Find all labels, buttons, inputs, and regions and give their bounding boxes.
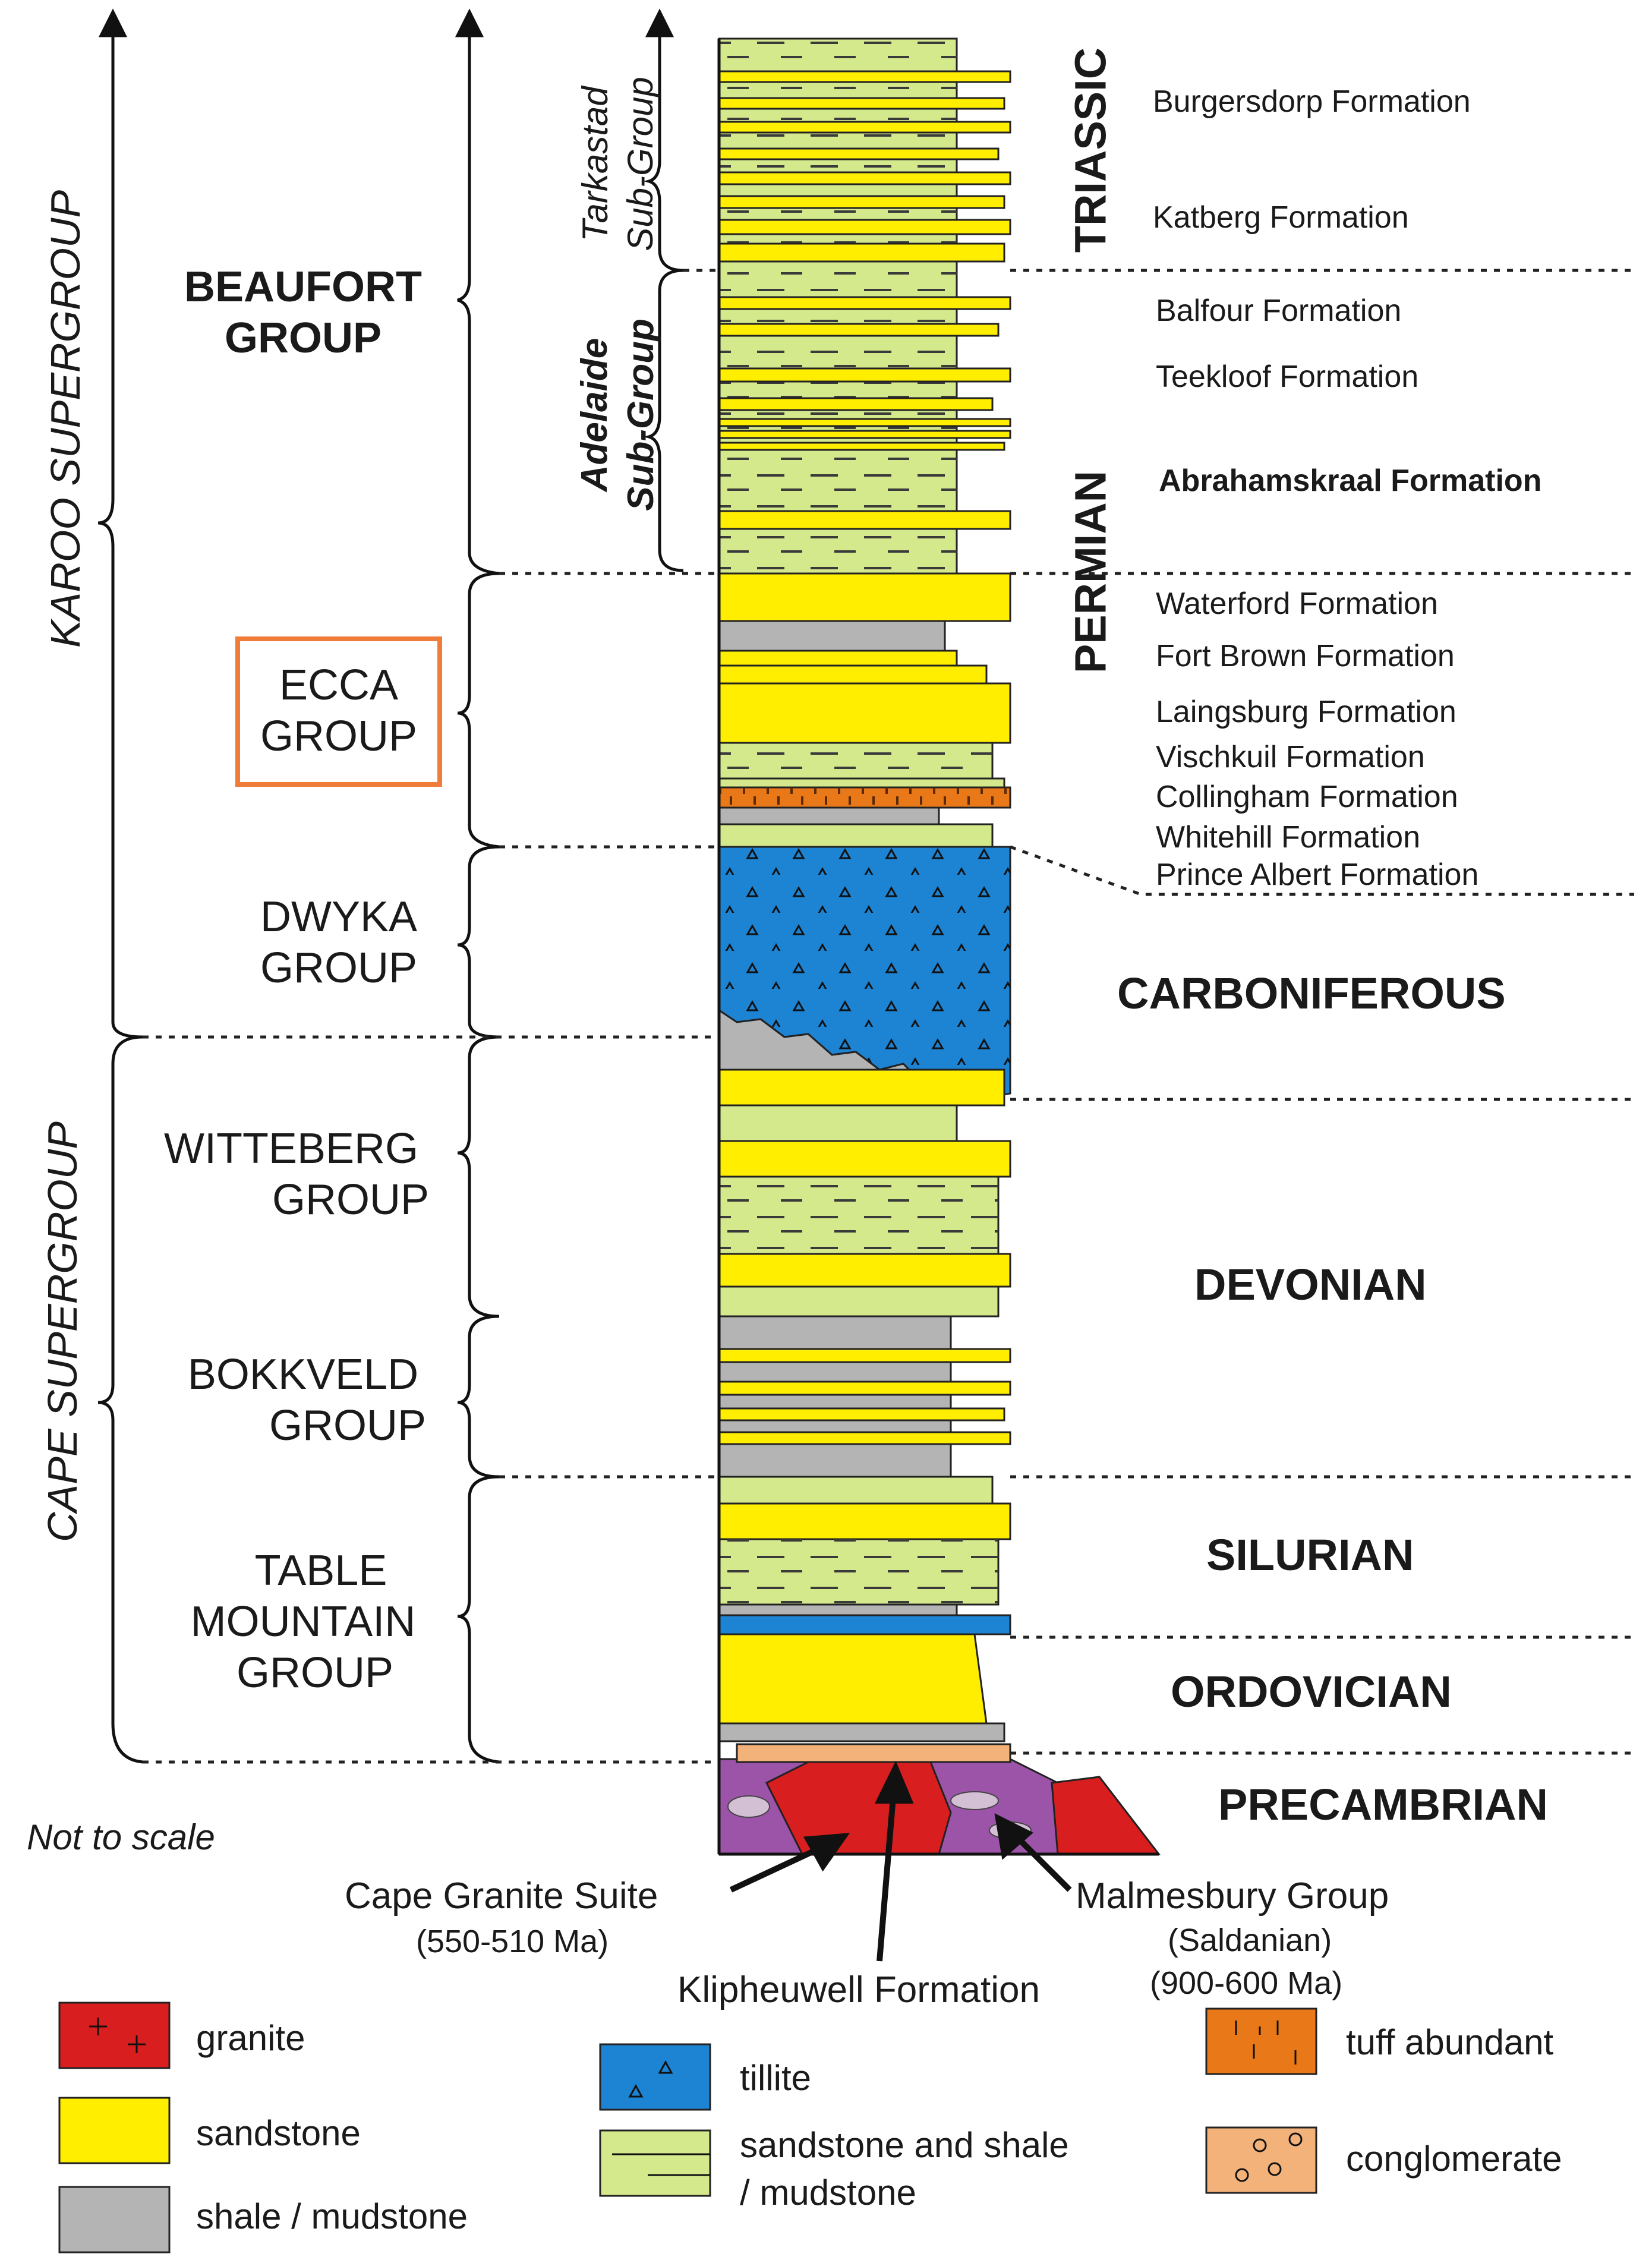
- cape-granite-age: (550-510 Ma): [416, 1924, 609, 1959]
- beaufort-line-1: BEAUFORT: [184, 263, 422, 311]
- period-silurian: SILURIAN: [1206, 1530, 1414, 1580]
- period-precambrian: PRECAMBRIAN: [1218, 1780, 1548, 1829]
- boundary-lines: [143, 269, 1634, 1764]
- layer-laingsburg: [718, 682, 1011, 744]
- legend-sandstone-label: sandstone: [196, 2113, 361, 2153]
- tarkastad-line-2: Sub-Group: [620, 77, 660, 251]
- bokkveld-line-2: GROUP: [269, 1402, 427, 1449]
- formation-whitehill: Whitehill Formation: [1156, 820, 1421, 855]
- legend-sandstone-shale-label: sandstone and shale / mudstone: [740, 2122, 1069, 2217]
- period-ordovician: ORDOVICIAN: [1171, 1667, 1452, 1716]
- legend-sandstone-shale-line-1: sandstone and shale: [740, 2125, 1069, 2165]
- column: [717, 37, 1161, 1856]
- klipheuwell-label: Klipheuwell Formation: [677, 1969, 1040, 2010]
- legend-sandstone-shale-line-2: / mudstone: [740, 2173, 916, 2212]
- adelaide-subgroup-label: Adelaide Sub-Group: [572, 284, 664, 546]
- beaufort-group-label: BEAUFORT GROUP: [160, 261, 446, 364]
- period-permian: PERMIAN: [1065, 470, 1115, 674]
- formation-fort-brown: Fort Brown Formation: [1156, 639, 1455, 673]
- saldanian-label: (Saldanian): [1168, 1922, 1332, 1958]
- swatch-shale: [58, 2186, 171, 2253]
- period-triassic: TRIASSIC: [1065, 47, 1115, 253]
- swatch-granite: [58, 2002, 171, 2069]
- layer-fort-brown-shale: [718, 620, 946, 652]
- period-devonian: DEVONIAN: [1194, 1260, 1427, 1309]
- legend-conglomerate-label: conglomerate: [1346, 2139, 1562, 2179]
- ecca-line-1: ECCA: [279, 661, 399, 709]
- legend-tuff-label: tuff abundant: [1346, 2022, 1554, 2062]
- karoo-supergroup-label: KAROO SUPERGROUP: [42, 190, 89, 648]
- layer-whitehill-shale: [718, 806, 940, 825]
- malmesbury-age: (900-600 Ma): [1150, 1965, 1343, 2001]
- basement-arrows: [729, 1760, 1072, 1962]
- table-mountain-line-1: TABLE: [254, 1547, 387, 1594]
- ecca-line-2: GROUP: [260, 713, 418, 760]
- ecca-highlight-box: [235, 636, 442, 787]
- formation-teekloof: Teekloof Formation: [1156, 360, 1419, 394]
- bokkveld-group-label: BOKKVELD GROUP: [155, 1349, 452, 1451]
- swatch-conglomerate: [1205, 2126, 1317, 2194]
- formation-collingham: Collingham Formation: [1156, 780, 1458, 814]
- group-braces: [455, 8, 684, 1764]
- tarkastad-line-1: Tarkastad: [575, 86, 615, 242]
- cape-brace: [97, 1035, 143, 1764]
- legend-granite-label: granite: [196, 2018, 305, 2058]
- layer-waterford: [718, 572, 1011, 622]
- dwyka-group-label: DWYKA GROUP: [226, 891, 452, 994]
- ecca-group-label: ECCA GROUP: [238, 660, 440, 762]
- formation-balfour: Balfour Formation: [1156, 294, 1402, 328]
- table-mountain-line-3: GROUP: [236, 1649, 394, 1697]
- formation-burgersdorp: Burgersdorp Formation: [1153, 84, 1471, 119]
- layer-ordovician-sandstone: [718, 1633, 988, 1725]
- layer-pakhuis-tillite: [718, 1614, 1011, 1635]
- tarkastad-subgroup-label: Tarkastad Sub-Group: [573, 39, 663, 289]
- swatch-tuff: [1205, 2007, 1317, 2075]
- witteberg-line-1: WITTEBERG: [164, 1125, 418, 1173]
- not-to-scale-note: Not to scale: [27, 1817, 215, 1857]
- formation-katberg: Katberg Formation: [1153, 200, 1409, 235]
- swatch-sandstone-shale: [599, 2129, 711, 2197]
- karoo-brace: [97, 8, 143, 1039]
- layer-klipheuwell: [736, 1743, 1011, 1763]
- layer-prince-albert: [718, 823, 994, 848]
- formation-vischkuil: Vischkuil Formation: [1156, 740, 1425, 774]
- malmesbury-label: Malmesbury Group: [1076, 1876, 1389, 1917]
- witteberg-line-2: GROUP: [272, 1176, 430, 1224]
- table-mountain-line-2: MOUNTAIN: [190, 1598, 416, 1646]
- layer-bokkveld-shale: [718, 1315, 952, 1478]
- dwyka-line-1: DWYKA: [260, 893, 418, 941]
- legend-swatches: [58, 2002, 1317, 2253]
- swatch-sandstone: [58, 2097, 171, 2164]
- bokkveld-line-1: BOKKVELD: [187, 1351, 419, 1398]
- witteberg-group-label: WITTEBERG GROUP: [131, 1123, 452, 1225]
- legend-shale-label: shale / mudstone: [196, 2196, 468, 2236]
- formation-waterford: Waterford Formation: [1156, 587, 1438, 621]
- adelaide-line-1: Adelaide: [574, 338, 615, 492]
- cape-supergroup-label: CAPE SUPERGROUP: [39, 1121, 86, 1542]
- sandstone-beds-beaufort: [718, 70, 1011, 530]
- table-mountain-group-label: TABLE MOUNTAIN GROUP: [155, 1545, 452, 1698]
- cape-granite-suite-label: Cape Granite Suite: [345, 1876, 658, 1917]
- legend-tillite-label: tillite: [740, 2058, 812, 2098]
- adelaide-line-2: Sub-Group: [620, 319, 661, 511]
- period-carboniferous: CARBONIFEROUS: [1117, 969, 1506, 1018]
- beaufort-line-2: GROUP: [224, 314, 382, 362]
- formation-abrahamskraal: Abrahamskraal Formation: [1159, 464, 1542, 498]
- dwyka-line-2: GROUP: [260, 944, 418, 992]
- formation-prince-albert: Prince Albert Formation: [1156, 858, 1479, 892]
- swatch-tillite: [599, 2043, 711, 2111]
- layer-table-mountain-sandstone: [718, 1502, 1011, 1540]
- formation-laingsburg: Laingsburg Formation: [1156, 695, 1456, 729]
- layer-witteberg-sandstone: [718, 1140, 1011, 1178]
